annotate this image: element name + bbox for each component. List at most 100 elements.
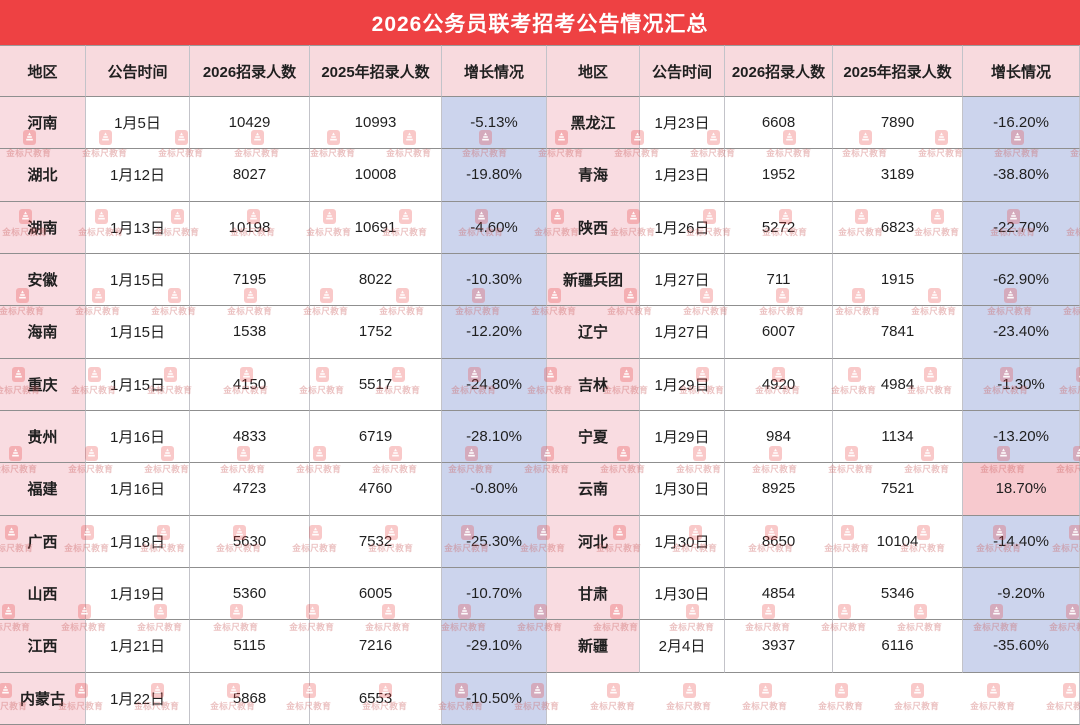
cell-2025-count: 7521	[833, 463, 963, 516]
header-region: 地区	[547, 45, 640, 97]
cell-announce-date: 1月22日	[86, 672, 190, 725]
cell-2025-count: 1752	[310, 306, 442, 359]
cell-growth: -29.10%	[442, 620, 547, 673]
cell-2025-count: 6553	[310, 672, 442, 725]
cell-announce-date: 1月29日	[640, 358, 725, 411]
cell-announce-date: 1月21日	[86, 620, 190, 673]
cell-growth: -62.90%	[963, 253, 1080, 307]
cell-region: 贵州	[0, 410, 86, 464]
left-table: 地区 公告时间 2026招录人数 2025年招录人数 增长情况 河南 1月5日 10429 10…	[0, 45, 547, 725]
cell-region: 吉林	[547, 358, 640, 411]
cell-growth: 18.70%	[963, 463, 1080, 516]
cell-announce-date: 1月18日	[86, 515, 190, 568]
cell-region: 海南	[0, 306, 86, 359]
cell-2025-count: 3189	[833, 149, 963, 202]
cell-announce-date: 1月27日	[640, 306, 725, 359]
cell-announce-date: 1月23日	[640, 149, 725, 202]
cell-growth: -13.20%	[963, 410, 1080, 464]
cell-region: 河北	[547, 515, 640, 568]
cell-announce-date: 1月16日	[86, 410, 190, 464]
cell-announce-date: 1月5日	[86, 97, 190, 150]
cell-growth: -35.60%	[963, 620, 1080, 673]
cell-announce-date: 1月27日	[640, 253, 725, 307]
cell-2026-count: 5115	[190, 620, 310, 673]
cell-2025-count: 8022	[310, 253, 442, 307]
cell-region: 江西	[0, 620, 86, 673]
cell-announce-date: 1月15日	[86, 306, 190, 359]
cell-2026-count: 1538	[190, 306, 310, 359]
header-2026-count: 2026招录人数	[725, 45, 833, 97]
cell-region: 山西	[0, 567, 86, 621]
cell-2025-count: 7890	[833, 97, 963, 150]
cell-region: 陕西	[547, 201, 640, 254]
cell-region: 湖北	[0, 149, 86, 202]
cell-growth: -22.70%	[963, 201, 1080, 254]
cell-region: 黑龙江	[547, 97, 640, 150]
header-2025-count: 2025年招录人数	[310, 45, 442, 97]
cell-2025-count: 1134	[833, 410, 963, 464]
header-region: 地区	[0, 45, 86, 97]
page-title: 2026公务员联考招考公告情况汇总	[0, 0, 1080, 45]
cell-2025-count: 5517	[310, 358, 442, 411]
cell-announce-date: 1月15日	[86, 253, 190, 307]
cell-2025-count: 1915	[833, 253, 963, 307]
cell-2026-count: 8925	[725, 463, 833, 516]
empty-row	[547, 672, 1080, 725]
cell-2026-count: 5360	[190, 567, 310, 621]
header-announce-date: 公告时间	[640, 45, 725, 97]
cell-announce-date: 1月19日	[86, 567, 190, 621]
cell-growth: -12.20%	[442, 306, 547, 359]
cell-announce-date: 1月16日	[86, 463, 190, 516]
cell-growth: -0.80%	[442, 463, 547, 516]
cell-2026-count: 4150	[190, 358, 310, 411]
cell-2026-count: 984	[725, 410, 833, 464]
cell-2026-count: 10429	[190, 97, 310, 150]
cell-region: 新疆	[547, 620, 640, 673]
cell-2026-count: 3937	[725, 620, 833, 673]
cell-region: 安徽	[0, 253, 86, 307]
cell-region: 甘肃	[547, 567, 640, 621]
cell-2026-count: 4723	[190, 463, 310, 516]
cell-2026-count: 711	[725, 253, 833, 307]
cell-region: 云南	[547, 463, 640, 516]
cell-announce-date: 1月30日	[640, 515, 725, 568]
cell-region: 青海	[547, 149, 640, 202]
cell-region: 湖南	[0, 201, 86, 254]
cell-growth: -25.30%	[442, 515, 547, 568]
cell-announce-date: 2月4日	[640, 620, 725, 673]
cell-announce-date: 1月30日	[640, 463, 725, 516]
cell-growth: -23.40%	[963, 306, 1080, 359]
cell-2025-count: 6823	[833, 201, 963, 254]
cell-announce-date: 1月12日	[86, 149, 190, 202]
right-table: 地区 公告时间 2026招录人数 2025年招录人数 增长情况 黑龙江 1月23日 6608 7…	[547, 45, 1080, 725]
cell-2025-count: 7532	[310, 515, 442, 568]
cell-2025-count: 10993	[310, 97, 442, 150]
cell-2025-count: 7216	[310, 620, 442, 673]
cell-region: 河南	[0, 97, 86, 150]
cell-2026-count: 5868	[190, 672, 310, 725]
header-2025-count: 2025年招录人数	[833, 45, 963, 97]
cell-2025-count: 5346	[833, 567, 963, 621]
cell-2026-count: 6608	[725, 97, 833, 150]
cell-announce-date: 1月29日	[640, 410, 725, 464]
cell-region: 宁夏	[547, 410, 640, 464]
cell-growth: -16.20%	[963, 97, 1080, 150]
header-2026-count: 2026招录人数	[190, 45, 310, 97]
cell-growth: -28.10%	[442, 410, 547, 464]
cell-2026-count: 5630	[190, 515, 310, 568]
header-growth: 增长情况	[963, 45, 1080, 97]
cell-region: 内蒙古	[0, 672, 86, 725]
cell-2025-count: 6005	[310, 567, 442, 621]
cell-2026-count: 4833	[190, 410, 310, 464]
cell-growth: -4.60%	[442, 201, 547, 254]
cell-2025-count: 10104	[833, 515, 963, 568]
cell-announce-date: 1月23日	[640, 97, 725, 150]
cell-growth: -24.80%	[442, 358, 547, 411]
header-growth: 增长情况	[442, 45, 547, 97]
cell-growth: -10.50%	[442, 672, 547, 725]
cell-growth: -38.80%	[963, 149, 1080, 202]
cell-2026-count: 1952	[725, 149, 833, 202]
cell-2025-count: 6116	[833, 620, 963, 673]
cell-region: 广西	[0, 515, 86, 568]
